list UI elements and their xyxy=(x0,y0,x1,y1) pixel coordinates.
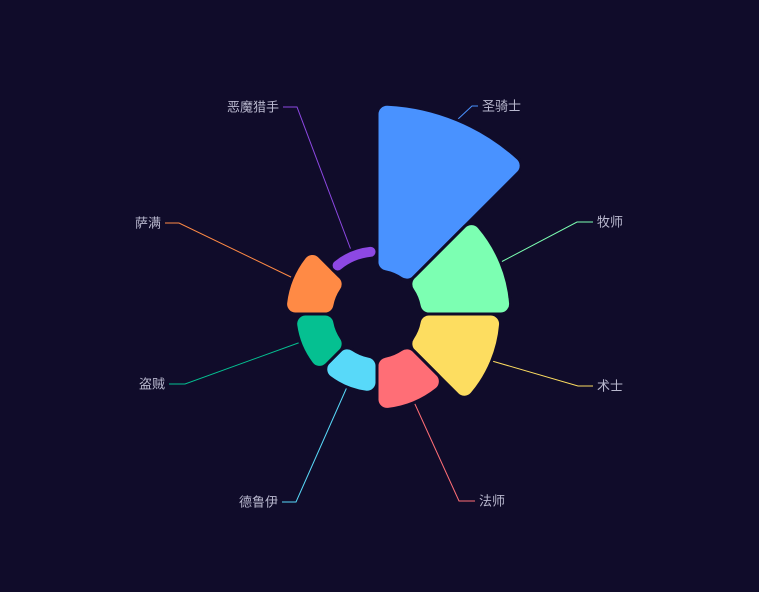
label-line-rogue xyxy=(169,341,302,385)
label-line-priest xyxy=(500,221,593,263)
slice-label-priest: 牧师 xyxy=(597,215,623,230)
label-line-shaman xyxy=(165,222,294,279)
slice-label-druid: 德鲁伊 xyxy=(239,495,278,510)
label-line-paladin xyxy=(456,105,478,121)
label-line-demon-hunter xyxy=(283,106,352,251)
label-line-group xyxy=(165,105,593,503)
slice-label-mage: 法师 xyxy=(479,494,505,509)
pie-slice-priest[interactable] xyxy=(409,222,513,316)
slice-label-demon-hunter: 恶魔猎手 xyxy=(227,100,279,115)
slice-label-paladin: 圣骑士 xyxy=(482,99,521,114)
slice-label-shaman: 萨满 xyxy=(135,216,161,231)
pie-slice-paladin[interactable] xyxy=(375,102,523,282)
slice-label-warlock: 术士 xyxy=(597,379,623,394)
pie-slice-shaman[interactable] xyxy=(284,252,345,316)
slice-group xyxy=(284,102,523,411)
pie-slice-warlock[interactable] xyxy=(409,312,503,399)
label-line-warlock xyxy=(491,360,593,387)
slice-label-rogue: 盗贼 xyxy=(139,377,165,392)
label-line-druid xyxy=(282,386,348,503)
label-line-mage xyxy=(413,401,475,502)
pie-slice-mage[interactable] xyxy=(375,346,442,411)
pie-slice-demon-hunter[interactable] xyxy=(329,243,379,274)
